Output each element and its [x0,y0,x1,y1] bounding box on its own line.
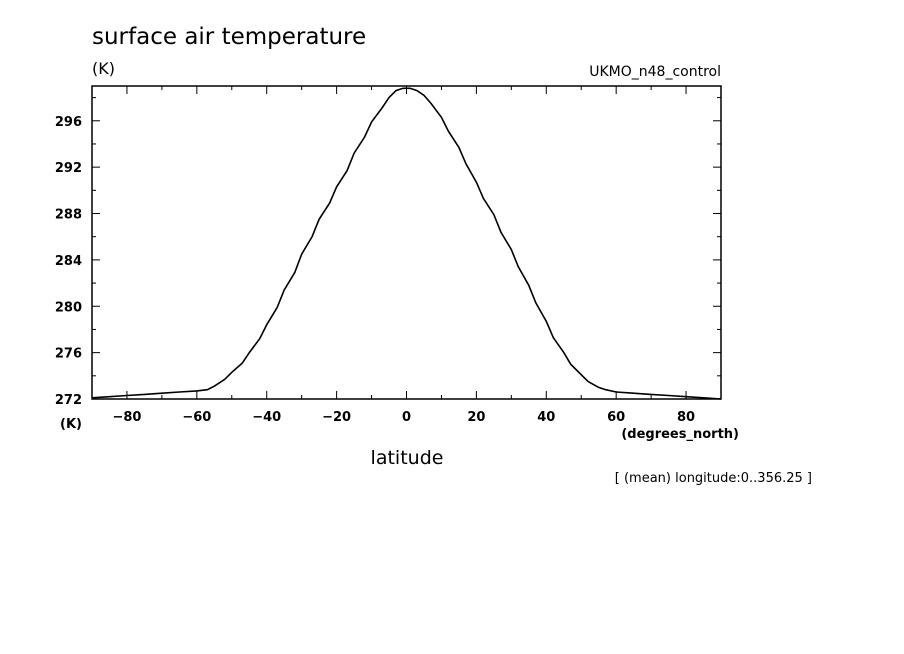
plot-frame [91,85,722,400]
axis-ticks [91,86,722,400]
x-tick-label: −80 [112,410,141,425]
x-tick-label: 60 [607,410,625,425]
y-unit-bottom: (K) [60,417,82,432]
x-tick-label: −60 [182,410,211,425]
chart-title: surface air temperature [92,24,366,50]
tick-labels: −80 −60 −40 −20 0 20 40 60 80 272 276 280 284 288 292 2… [55,115,695,425]
dataset-label: UKMO_n48_control [589,64,721,80]
x-tick-label: 80 [677,410,695,425]
y-tick-label: 288 [55,208,82,223]
y-tick-label: 292 [55,161,82,176]
x-tick-label: 0 [402,410,411,425]
x-tick-label: −20 [322,410,351,425]
y-tick-label: 276 [55,347,82,362]
y-unit-top: (K) [92,59,115,78]
x-tick-label: 20 [467,410,485,425]
x-tick-label: −40 [252,410,281,425]
y-tick-label: 284 [55,254,82,269]
x-axis-label: latitude [371,447,444,469]
y-tick-label: 296 [55,115,82,130]
x-unit-label: (degrees_north) [621,427,739,442]
x-tick-label: 40 [537,410,555,425]
y-tick-label: 272 [55,393,82,408]
mean-longitude-note: [ (mean) longitude:0..356.25 ] [615,471,812,486]
series-line [91,87,722,400]
y-tick-label: 280 [55,300,82,315]
